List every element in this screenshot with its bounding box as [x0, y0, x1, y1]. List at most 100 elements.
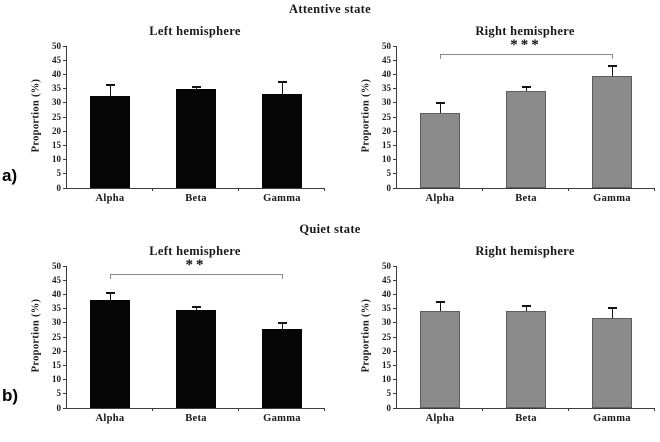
y-tick-35: 35: [52, 83, 61, 94]
y-tick-mark-25: [63, 116, 66, 118]
error-bar-gamma: [611, 308, 613, 318]
bar-gamma: [262, 94, 302, 188]
error-bar-gamma: [281, 323, 283, 330]
y-tick-30: 30: [382, 317, 391, 328]
y-tick-mark-20: [63, 130, 66, 132]
bar-gamma: [262, 329, 302, 408]
chart-title: Right hemisphere: [475, 244, 575, 258]
y-tick-45: 45: [382, 54, 391, 65]
error-bar-cap-gamma: [607, 64, 617, 67]
x-tick-mark-1: [482, 188, 483, 191]
y-tick-mark-50: [393, 265, 396, 267]
error-bar-cap-beta: [521, 304, 531, 307]
x-tick-mark-3: [654, 408, 655, 411]
y-tick-20: 20: [382, 345, 391, 356]
bar-alpha: [90, 300, 130, 408]
y-tick-mark-20: [393, 130, 396, 132]
error-bar-gamma: [281, 82, 283, 95]
y-tick-mark-30: [393, 322, 396, 324]
y-tick-mark-45: [63, 279, 66, 281]
y-tick-mark-10: [63, 159, 66, 161]
error-bar-beta: [525, 305, 527, 311]
y-tick-mark-5: [393, 173, 396, 175]
error-bar-cap-gamma: [277, 322, 287, 325]
y-tick-mark-15: [393, 364, 396, 366]
y-tick-mark-0: [63, 407, 66, 409]
error-bar-alpha: [439, 103, 441, 113]
y-tick-25: 25: [52, 111, 61, 122]
x-label-alpha: Alpha: [95, 413, 125, 424]
x-label-alpha: Alpha: [95, 193, 125, 204]
y-tick-mark-45: [63, 59, 66, 61]
y-tick-mark-0: [393, 407, 396, 409]
plot-area: 0 5 10 15 20 25 30 35 40 45 50 Alpha Beta Gamma **: [52, 258, 325, 424]
chart-quiet-right-hemisphere: Right hemisphere Proportion (%) 0 5 10 15 20 25…: [352, 242, 655, 442]
y-tick-mark-15: [63, 144, 66, 146]
significance-label: ***: [510, 37, 542, 53]
bar-beta: [506, 90, 546, 188]
x-label-gamma: Gamma: [263, 193, 301, 204]
y-tick-mark-50: [393, 45, 396, 47]
chart-title: Right hemisphere: [475, 24, 575, 38]
error-bar-beta: [195, 86, 197, 90]
error-bar-cap-gamma: [277, 81, 287, 84]
state-title-attentive: Attentive state: [289, 2, 371, 16]
error-bar-cap-gamma: [607, 307, 617, 310]
error-bar-beta: [525, 86, 527, 91]
x-label-beta: Beta: [185, 193, 207, 204]
significance-bracket-end-2: [612, 54, 613, 59]
y-tick-30: 30: [382, 97, 391, 108]
error-bar-cap-alpha: [105, 291, 115, 294]
y-tick-10: 10: [382, 154, 391, 165]
y-tick-mark-15: [63, 364, 66, 366]
y-tick-45: 45: [52, 274, 61, 285]
y-tick-20: 20: [52, 125, 61, 136]
error-bar-cap-alpha: [435, 102, 445, 105]
y-tick-20: 20: [52, 345, 61, 356]
y-tick-mark-35: [63, 88, 66, 90]
y-tick-mark-40: [63, 73, 66, 75]
y-tick-35: 35: [382, 83, 391, 94]
y-tick-25: 25: [52, 331, 61, 342]
error-bar-alpha: [109, 84, 111, 97]
y-tick-mark-50: [63, 265, 66, 267]
x-tick-mark-2: [238, 408, 239, 411]
y-tick-mark-35: [393, 308, 396, 310]
y-tick-mark-30: [63, 322, 66, 324]
y-tick-mark-5: [63, 393, 66, 395]
x-label-gamma: Gamma: [593, 193, 631, 204]
y-tick-40: 40: [52, 68, 61, 79]
charts-quiet: Left hemisphere Proportion (%) 0 5 10 15 20 25 3…: [22, 242, 655, 442]
significance-bracket-end-1: [110, 274, 111, 279]
y-tick-15: 15: [52, 359, 61, 370]
charts-attentive: Left hemisphere Proportion (%) 0 5 10 15 20 25 3…: [22, 22, 655, 222]
y-tick-mark-25: [393, 336, 396, 338]
error-bar-cap-beta: [191, 85, 201, 88]
y-tick-mark-45: [393, 59, 396, 61]
y-tick-mark-15: [393, 144, 396, 146]
bar-beta: [176, 310, 216, 408]
y-tick-mark-5: [63, 173, 66, 175]
y-tick-mark-40: [393, 293, 396, 295]
x-tick-mark-3: [654, 188, 655, 191]
error-bar-cap-beta: [521, 85, 531, 88]
x-label-gamma: Gamma: [593, 413, 631, 424]
y-tick-mark-40: [393, 73, 396, 75]
chart-attentive-right-hemisphere: Right hemisphere Proportion (%) 0 5 10 15 20 25…: [352, 22, 655, 222]
y-tick-mark-20: [63, 350, 66, 352]
y-tick-5: 5: [56, 388, 62, 399]
bar-beta: [176, 89, 216, 188]
error-bar-gamma: [611, 65, 613, 76]
bar-alpha: [90, 96, 130, 188]
y-tick-mark-45: [393, 279, 396, 281]
x-label-gamma: Gamma: [263, 413, 301, 424]
y-tick-15: 15: [382, 359, 391, 370]
row-label-b: b): [2, 386, 19, 405]
row-attentive: Attentive state a) Left hemisphere Propor…: [0, 0, 660, 220]
x-tick-mark-3: [324, 188, 325, 191]
y-tick-30: 30: [52, 97, 61, 108]
error-bar-cap-alpha: [435, 301, 445, 304]
y-tick-45: 45: [52, 54, 61, 65]
error-bar-alpha: [439, 302, 441, 312]
y-tick-mark-0: [393, 187, 396, 189]
